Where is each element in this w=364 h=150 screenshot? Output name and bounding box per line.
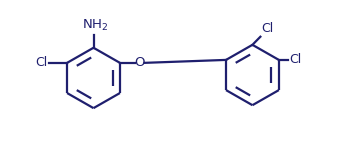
Text: Cl: Cl: [35, 56, 47, 69]
Text: NH$_2$: NH$_2$: [82, 18, 108, 33]
Text: O: O: [135, 56, 145, 69]
Text: Cl: Cl: [261, 22, 274, 35]
Text: Cl: Cl: [289, 53, 301, 66]
